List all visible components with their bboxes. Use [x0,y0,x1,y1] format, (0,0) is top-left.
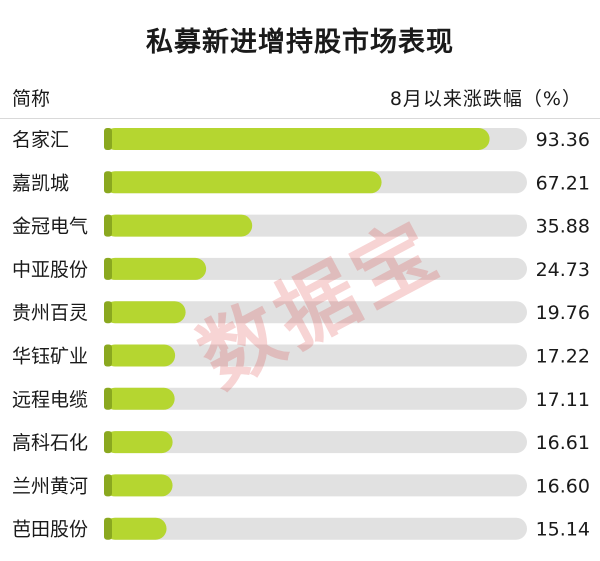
value-label: 67.21 [536,172,590,194]
value-label: 93.36 [536,129,590,151]
bar-cap [104,128,112,150]
category-label: 远程电缆 [12,389,88,411]
bar-cap [104,474,112,497]
bar-cap [104,387,112,410]
bar [104,171,382,194]
bar-track [104,344,527,367]
bar [104,214,253,237]
category-label: 高科石化 [12,432,88,454]
value-label: 17.22 [536,346,590,368]
category-label: 金冠电气 [12,216,88,238]
category-label: 贵州百灵 [12,302,88,324]
category-label: 兰州黄河 [12,475,88,497]
category-label: 华钰矿业 [12,346,88,368]
bar-track [104,387,527,410]
bar-cap [104,431,112,454]
header-divider [0,118,600,119]
bar-track [104,431,527,454]
value-label: 15.14 [536,519,590,541]
value-column-header: 8月以来涨跌幅（%） [389,88,582,110]
value-label: 35.88 [536,216,590,238]
bar [104,257,207,280]
bar [104,517,167,540]
bar-cap [104,301,112,324]
bar-track [104,257,527,280]
bar-track [104,517,527,540]
value-label: 19.76 [536,302,590,324]
bar-cap [104,257,112,280]
category-column-header: 简称 [12,88,51,110]
bar [104,128,490,150]
value-label: 24.73 [536,259,590,281]
bar-track [104,301,527,324]
bar [104,474,173,497]
category-label: 中亚股份 [12,259,88,281]
bar-cap [104,517,112,540]
chart-title: 私募新进增持股市场表现 [146,27,454,58]
bar-cap [104,214,112,237]
bar-cap [104,344,112,367]
bar [104,301,186,324]
category-label: 名家汇 [12,129,69,151]
value-label: 16.61 [536,432,590,454]
bar [104,387,175,410]
bar-track [104,474,527,497]
category-label: 嘉凯城 [12,172,69,194]
bar [104,344,176,367]
category-label: 芭田股份 [12,519,88,541]
bar-cap [104,171,112,194]
bar [104,431,173,454]
value-label: 17.11 [536,389,590,411]
value-label: 16.60 [536,475,590,497]
